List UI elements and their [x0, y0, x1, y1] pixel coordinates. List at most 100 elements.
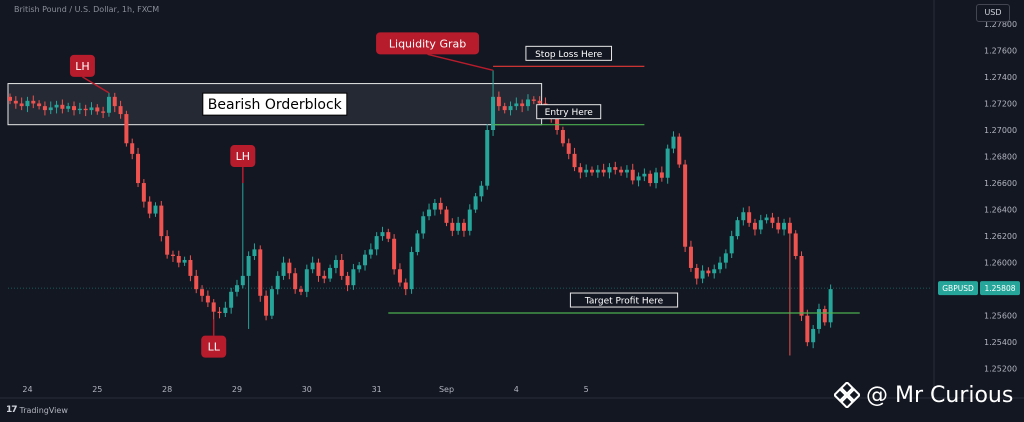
candle: [450, 222, 455, 231]
candle: [240, 275, 245, 286]
watermark-text: @ Mr Curious: [866, 382, 1014, 408]
binance-diamond-icon: [834, 382, 860, 408]
candle: [485, 130, 490, 186]
symbol-tag-box: [938, 281, 978, 296]
currency-button[interactable]: USD: [976, 4, 1010, 22]
candle: [677, 136, 682, 165]
candle: [712, 269, 717, 274]
candle: [322, 275, 327, 279]
candle: [688, 246, 693, 268]
candle: [648, 173, 653, 184]
candle: [613, 167, 618, 170]
annotation-callout: LL: [201, 319, 227, 358]
candle: [479, 185, 484, 197]
candle: [525, 99, 530, 107]
annotation-label: Liquidity Grab: [389, 37, 466, 50]
candle: [351, 269, 356, 286]
candle: [304, 269, 309, 292]
y-tick-label: 1.25400: [984, 338, 1017, 347]
annotation-pointer: [427, 53, 494, 72]
candle: [194, 275, 199, 290]
y-tick-label: 1.26200: [984, 232, 1017, 241]
watermark: @ Mr Curious: [834, 382, 1013, 408]
candle: [310, 262, 315, 270]
candle: [60, 104, 65, 109]
annotation-pointer: [82, 76, 110, 94]
tradingview-icon: 17: [6, 405, 17, 415]
candle: [572, 153, 577, 168]
candle: [200, 289, 205, 296]
y-tick-label: 1.25200: [984, 365, 1017, 374]
price-tag-box: [980, 281, 1020, 296]
candle: [19, 103, 24, 107]
candle: [83, 108, 88, 111]
candle: [467, 209, 472, 231]
candle: [624, 169, 629, 173]
candle: [520, 103, 525, 107]
candle: [77, 108, 82, 111]
candle: [816, 309, 821, 329]
annotation-box: [230, 145, 256, 168]
tradingview-logo[interactable]: 17 TradingView: [6, 405, 68, 415]
candle: [229, 291, 234, 308]
level-label: Stop Loss Here: [525, 45, 613, 61]
candle: [66, 106, 71, 109]
annotation-box: [201, 335, 227, 358]
candle: [95, 107, 100, 112]
candle: [380, 232, 385, 237]
candle: [461, 222, 466, 231]
candle: [607, 167, 612, 173]
candle: [584, 169, 589, 173]
candle: [72, 106, 77, 111]
candle: [636, 176, 641, 181]
candle: [409, 252, 414, 290]
level-label: Entry Here: [536, 104, 602, 120]
annotation-box: [69, 54, 95, 77]
candle: [764, 217, 769, 221]
level-label-box: [525, 45, 613, 61]
y-tick-label: 1.26400: [984, 206, 1017, 215]
candle: [683, 164, 688, 247]
candle: [491, 96, 496, 130]
annotation-label: LL: [208, 341, 221, 354]
x-tick-label: 30: [302, 385, 312, 394]
candle: [106, 96, 111, 113]
y-tick-label: 1.27200: [984, 99, 1017, 108]
candle: [782, 222, 787, 230]
candle: [31, 100, 36, 104]
candle: [793, 233, 798, 256]
candle: [630, 169, 635, 181]
candle: [147, 201, 152, 214]
candle: [822, 309, 827, 323]
y-tick-label: 1.25600: [984, 312, 1017, 321]
candle: [438, 202, 443, 210]
candle: [473, 196, 478, 210]
candle: [723, 253, 728, 263]
candle: [316, 262, 321, 276]
candle: [374, 236, 379, 250]
orderblock-label-box: [202, 92, 348, 116]
x-tick-label: 29: [232, 385, 242, 394]
candle: [456, 222, 461, 231]
candle: [159, 205, 164, 237]
candle: [136, 153, 141, 184]
candle: [700, 270, 705, 279]
candle: [182, 259, 187, 263]
candle: [397, 269, 402, 283]
candle: [671, 136, 676, 149]
candle: [432, 202, 437, 210]
x-tick-label: 28: [162, 385, 172, 394]
candle: [54, 104, 59, 108]
candle: [287, 262, 292, 274]
candle: [665, 148, 670, 178]
candle: [752, 222, 757, 230]
candle: [112, 96, 117, 107]
x-tick-label: 24: [22, 385, 32, 394]
candle: [502, 106, 507, 111]
candle: [508, 106, 513, 111]
candle: [706, 270, 711, 274]
candle: [264, 295, 269, 316]
candle: [357, 265, 362, 270]
